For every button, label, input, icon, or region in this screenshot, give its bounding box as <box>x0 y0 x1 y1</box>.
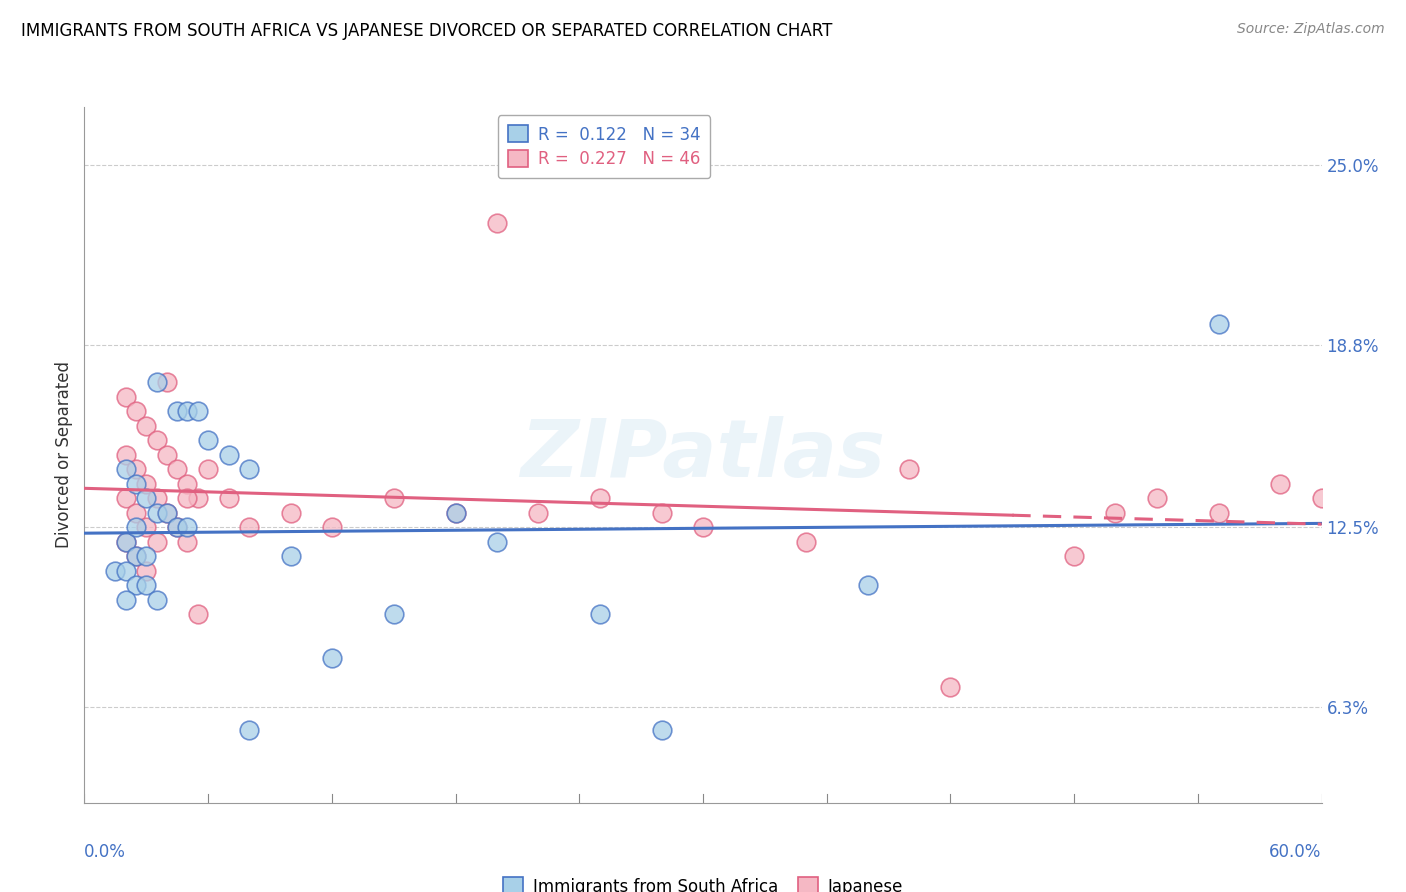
Point <box>114 564 136 578</box>
Point <box>145 506 167 520</box>
Point <box>187 491 209 506</box>
Point <box>166 462 188 476</box>
Point <box>218 448 240 462</box>
Point <box>135 491 157 506</box>
Point <box>794 534 817 549</box>
Text: ZIPatlas: ZIPatlas <box>520 416 886 494</box>
Point <box>939 680 962 694</box>
Text: 0.0%: 0.0% <box>84 843 127 861</box>
Point <box>187 607 209 622</box>
Legend: Immigrants from South Africa, Japanese: Immigrants from South Africa, Japanese <box>496 871 910 892</box>
Point <box>280 549 302 564</box>
Text: Source: ZipAtlas.com: Source: ZipAtlas.com <box>1237 22 1385 37</box>
Point <box>692 520 714 534</box>
Point <box>166 404 188 418</box>
Point <box>485 534 508 549</box>
Point <box>125 506 148 520</box>
Point <box>1270 476 1292 491</box>
Point <box>1063 549 1085 564</box>
Point <box>125 549 148 564</box>
Point <box>125 462 148 476</box>
Text: IMMIGRANTS FROM SOUTH AFRICA VS JAPANESE DIVORCED OR SEPARATED CORRELATION CHART: IMMIGRANTS FROM SOUTH AFRICA VS JAPANESE… <box>21 22 832 40</box>
Point <box>187 404 209 418</box>
Point <box>485 216 508 230</box>
Point <box>1310 491 1333 506</box>
Point <box>176 520 198 534</box>
Text: 60.0%: 60.0% <box>1270 843 1322 861</box>
Point <box>589 491 612 506</box>
Point <box>527 506 550 520</box>
Point <box>176 404 198 418</box>
Point <box>321 520 343 534</box>
Y-axis label: Divorced or Separated: Divorced or Separated <box>55 361 73 549</box>
Point <box>238 520 260 534</box>
Point <box>114 534 136 549</box>
Point <box>444 506 467 520</box>
Point <box>197 434 219 448</box>
Point <box>156 506 179 520</box>
Point <box>114 491 136 506</box>
Point <box>218 491 240 506</box>
Point <box>589 607 612 622</box>
Point <box>444 506 467 520</box>
Point <box>156 506 179 520</box>
Point <box>125 578 148 592</box>
Point <box>145 491 167 506</box>
Point <box>651 506 673 520</box>
Point <box>1146 491 1168 506</box>
Point <box>145 376 167 390</box>
Point <box>135 578 157 592</box>
Point <box>166 520 188 534</box>
Point <box>125 476 148 491</box>
Point <box>114 448 136 462</box>
Point <box>197 462 219 476</box>
Point <box>114 534 136 549</box>
Point <box>382 607 405 622</box>
Point <box>114 462 136 476</box>
Point <box>145 534 167 549</box>
Point <box>125 520 148 534</box>
Point <box>135 476 157 491</box>
Point <box>321 651 343 665</box>
Point <box>135 419 157 434</box>
Point <box>125 404 148 418</box>
Point <box>280 506 302 520</box>
Point <box>1208 318 1230 332</box>
Point <box>166 520 188 534</box>
Point <box>856 578 879 592</box>
Point <box>382 491 405 506</box>
Point <box>114 592 136 607</box>
Point <box>125 549 148 564</box>
Point <box>651 723 673 738</box>
Point <box>176 491 198 506</box>
Point <box>176 534 198 549</box>
Point <box>145 434 167 448</box>
Point <box>135 564 157 578</box>
Point <box>238 723 260 738</box>
Point <box>238 462 260 476</box>
Point <box>176 476 198 491</box>
Point <box>135 520 157 534</box>
Point <box>156 448 179 462</box>
Point <box>135 549 157 564</box>
Point <box>898 462 921 476</box>
Point <box>145 592 167 607</box>
Point <box>1208 506 1230 520</box>
Point <box>156 376 179 390</box>
Point <box>1104 506 1126 520</box>
Point <box>104 564 127 578</box>
Point <box>114 390 136 404</box>
